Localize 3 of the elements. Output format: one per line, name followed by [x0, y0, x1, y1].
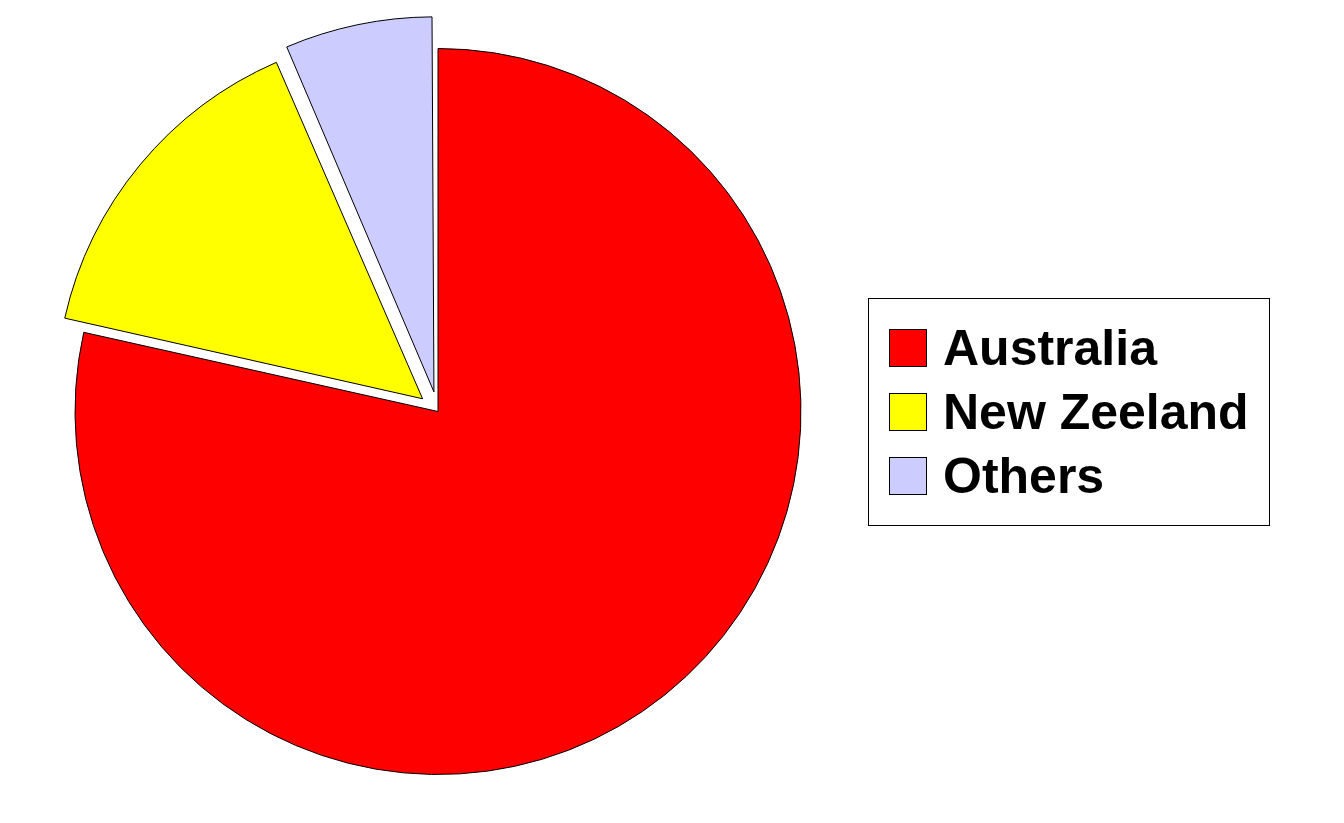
legend-label: New Zeeland	[943, 382, 1249, 441]
legend-label: Australia	[943, 318, 1157, 377]
legend-label: Others	[943, 446, 1105, 505]
